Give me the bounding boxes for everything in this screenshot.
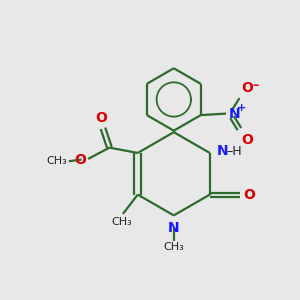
Text: –H: –H [226,145,242,158]
Text: N: N [168,221,180,235]
Text: O: O [241,81,253,94]
Text: N: N [228,106,240,121]
Text: CH₃: CH₃ [164,242,184,251]
Text: O: O [95,111,107,125]
Text: O: O [74,153,86,167]
Text: –: – [252,79,258,92]
Text: N: N [216,145,228,158]
Text: CH₃: CH₃ [111,217,132,227]
Text: O: O [243,188,255,202]
Text: O: O [241,133,253,147]
Text: CH₃: CH₃ [46,156,67,166]
Text: +: + [237,103,246,113]
